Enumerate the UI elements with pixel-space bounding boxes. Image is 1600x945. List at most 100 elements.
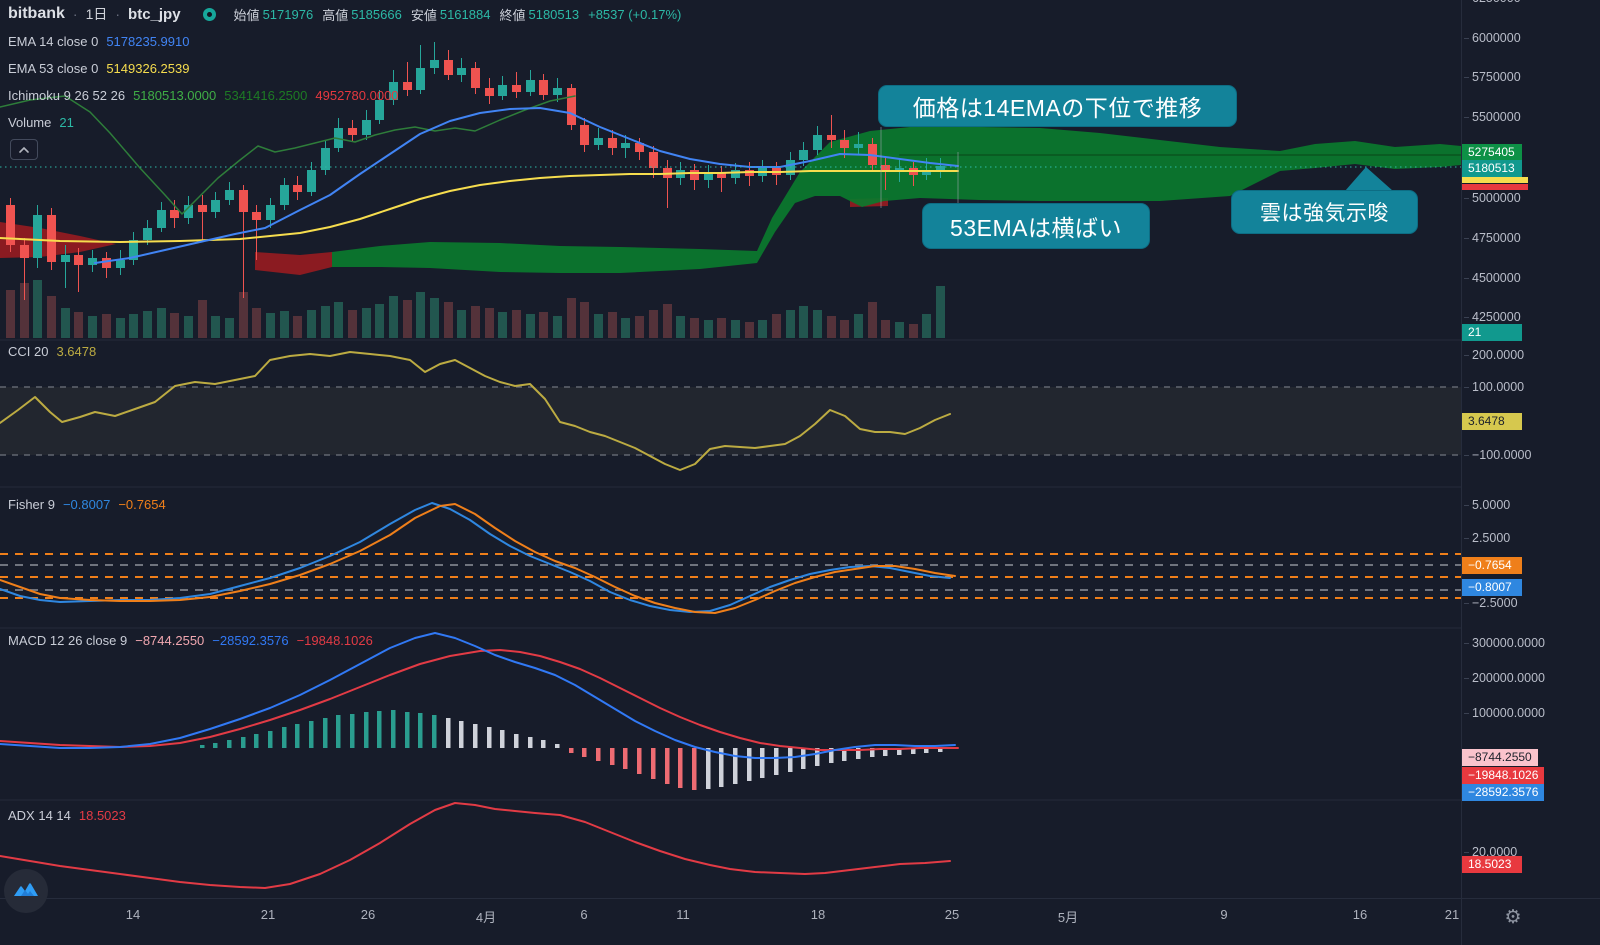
legend-macd: MACD 12 26 close 9 −8744.2550 −28592.357… (8, 633, 373, 648)
time-tick-label: 25 (944, 907, 960, 922)
ema53-label[interactable]: EMA 53 close 0 (8, 61, 99, 76)
axis-tick-label: 100000.0000 (1464, 706, 1545, 720)
time-tick-label: 6 (580, 907, 588, 922)
axis-price-badge: −19848.1026 (1462, 766, 1545, 784)
time-tick-label: 18 (810, 907, 826, 922)
axis-price-badge: 18.5023 (1462, 855, 1522, 873)
macd-signal-value: −19848.1026 (296, 633, 373, 648)
ichimoku-value-3: 4952780.0000 (315, 88, 399, 103)
axis-price-badge: −0.8007 (1462, 578, 1522, 596)
settings-button[interactable]: ⚙ (1498, 902, 1528, 932)
header-separator: · (72, 6, 78, 22)
chart-canvas[interactable] (0, 0, 1461, 898)
ema14-value: 5178235.9910 (106, 34, 190, 49)
legend-ichimoku: Ichimoku 9 26 52 26 5180513.0000 5341416… (8, 88, 399, 103)
time-tick-label: 16 (1352, 907, 1368, 922)
cci-label[interactable]: CCI 20 (8, 344, 49, 359)
symbol-name[interactable]: btc_jpy (128, 5, 181, 23)
legend-volume: Volume 21 (8, 115, 74, 130)
chevron-up-icon (18, 141, 30, 159)
axis-tick-label: 5000000 (1464, 191, 1521, 205)
annotation-cloud-bullish[interactable]: 雲は強気示唆 (1231, 190, 1418, 234)
change-value: +8537 (+0.17%) (588, 6, 682, 22)
ohlc-readout: 始値 5171976 高値 5185666 安値 5161884 終値 5180… (234, 5, 682, 24)
axis-price-badge: −0.7654 (1462, 556, 1522, 574)
mountain-logo-icon (12, 879, 40, 904)
axis-tick-label: −100.0000 (1463, 448, 1532, 462)
legend-ema53: EMA 53 close 0 5149326.2539 (8, 61, 189, 76)
open-label: 始値 (233, 7, 260, 23)
axis-price-badge: 21 (1462, 323, 1522, 341)
time-tick-label: 26 (360, 907, 376, 922)
fisher-label[interactable]: Fisher 9 (8, 497, 55, 512)
axis-tick-label: 300000.0000 (1464, 636, 1545, 650)
axis-tick-label: 4750000 (1464, 231, 1521, 245)
legend-fisher: Fisher 9 −0.8007 −0.7654 (8, 497, 166, 512)
axis-tick-label: 6000000 (1464, 31, 1521, 45)
axis-price-badge: 5275405 (1462, 143, 1522, 161)
volume-label[interactable]: Volume (8, 115, 52, 130)
axis-price-badge: 5180513 (1462, 159, 1522, 177)
axis-price-badge: −8744.2550 (1462, 748, 1538, 766)
adx-value: 18.5023 (78, 808, 126, 823)
axis-price-badge: 3.6478 (1462, 412, 1522, 430)
open-value: 5171976 (262, 6, 314, 22)
axis-tick-label: −2.5000 (1464, 596, 1518, 610)
time-tick-label: 5月 (1057, 910, 1079, 925)
close-value: 5180513 (528, 6, 580, 22)
axis-tick-label: 100.0000 (1463, 380, 1525, 394)
axis-tick-label: 2.5000 (1463, 531, 1511, 545)
time-tick-label: 14 (125, 907, 141, 922)
ichimoku-value-1: 5180513.0000 (133, 88, 217, 103)
time-tick-label: 9 (1220, 907, 1228, 922)
axis-tick-label: 6250000 (1472, 0, 1521, 6)
axis-tick-label: 5.0000 (1463, 498, 1511, 512)
ema14-label[interactable]: EMA 14 close 0 (8, 34, 99, 49)
exchange-name[interactable]: bitbank (8, 5, 65, 22)
header-separator: · (115, 6, 121, 22)
fisher-value-1: −0.8007 (62, 497, 111, 512)
chart-header: bitbank · 1日 · btc_jpy 始値 5171976 高値 518… (8, 4, 681, 24)
axis-tick-label: 5750000 (1464, 70, 1521, 84)
time-tick-label: 21 (260, 907, 276, 922)
high-label: 高値 (322, 7, 349, 23)
ema53-value: 5149326.2539 (106, 61, 190, 76)
time-tick-label: 4月 (475, 910, 497, 925)
macd-label[interactable]: MACD 12 26 close 9 (8, 633, 128, 648)
low-label: 安値 (410, 7, 437, 23)
macd-hist-value: −8744.2550 (135, 633, 205, 648)
high-value: 5185666 (351, 6, 402, 22)
annotation-ema53-flat[interactable]: 53EMAは横ばい (922, 203, 1150, 249)
collapse-indicators-button[interactable] (10, 139, 38, 160)
macd-line-value: −28592.3576 (212, 633, 289, 648)
time-tick-label: 11 (676, 907, 690, 922)
adx-label[interactable]: ADX 14 14 (8, 808, 71, 823)
market-status-icon (202, 7, 216, 21)
watermark-logo-button[interactable] (4, 869, 48, 913)
price-axis[interactable]: 6250000 6000000 5750000 5500000 5000000 47500… (1461, 0, 1600, 898)
gear-icon: ⚙ (1504, 906, 1522, 928)
axis-tick-label: 200.0000 (1463, 348, 1525, 362)
time-axis[interactable]: ⚙ 14 21 26 4月 6 11 18 25 5月 9 16 21 (0, 898, 1600, 945)
annotation-price-below-ema14[interactable]: 価格は14EMAの下位で推移 (878, 85, 1237, 127)
close-label: 終値 (499, 7, 526, 23)
axis-price-badge (1462, 184, 1528, 190)
axis-tick-label: 5500000 (1464, 110, 1521, 124)
axis-tick-label: 4250000 (1464, 310, 1521, 324)
low-value: 5161884 (439, 6, 491, 22)
cci-value: 3.6478 (56, 344, 97, 359)
ichimoku-value-2: 5341416.2500 (224, 88, 308, 103)
axis-price-badge (1462, 177, 1528, 183)
axis-tick-label: 200000.0000 (1464, 671, 1545, 685)
time-tick-label: 21 (1444, 907, 1460, 922)
volume-value: 21 (59, 115, 74, 130)
interval-selector[interactable]: 1日 (85, 6, 108, 22)
fisher-value-2: −0.7654 (118, 497, 166, 512)
axis-corner-divider (1461, 899, 1462, 945)
axis-price-badge: −28592.3576 (1462, 783, 1545, 801)
axis-tick-label: 4500000 (1464, 271, 1521, 285)
ichimoku-label[interactable]: Ichimoku 9 26 52 26 (8, 88, 126, 103)
legend-ema14: EMA 14 close 0 5178235.9910 (8, 34, 189, 49)
legend-adx: ADX 14 14 18.5023 (8, 808, 126, 823)
